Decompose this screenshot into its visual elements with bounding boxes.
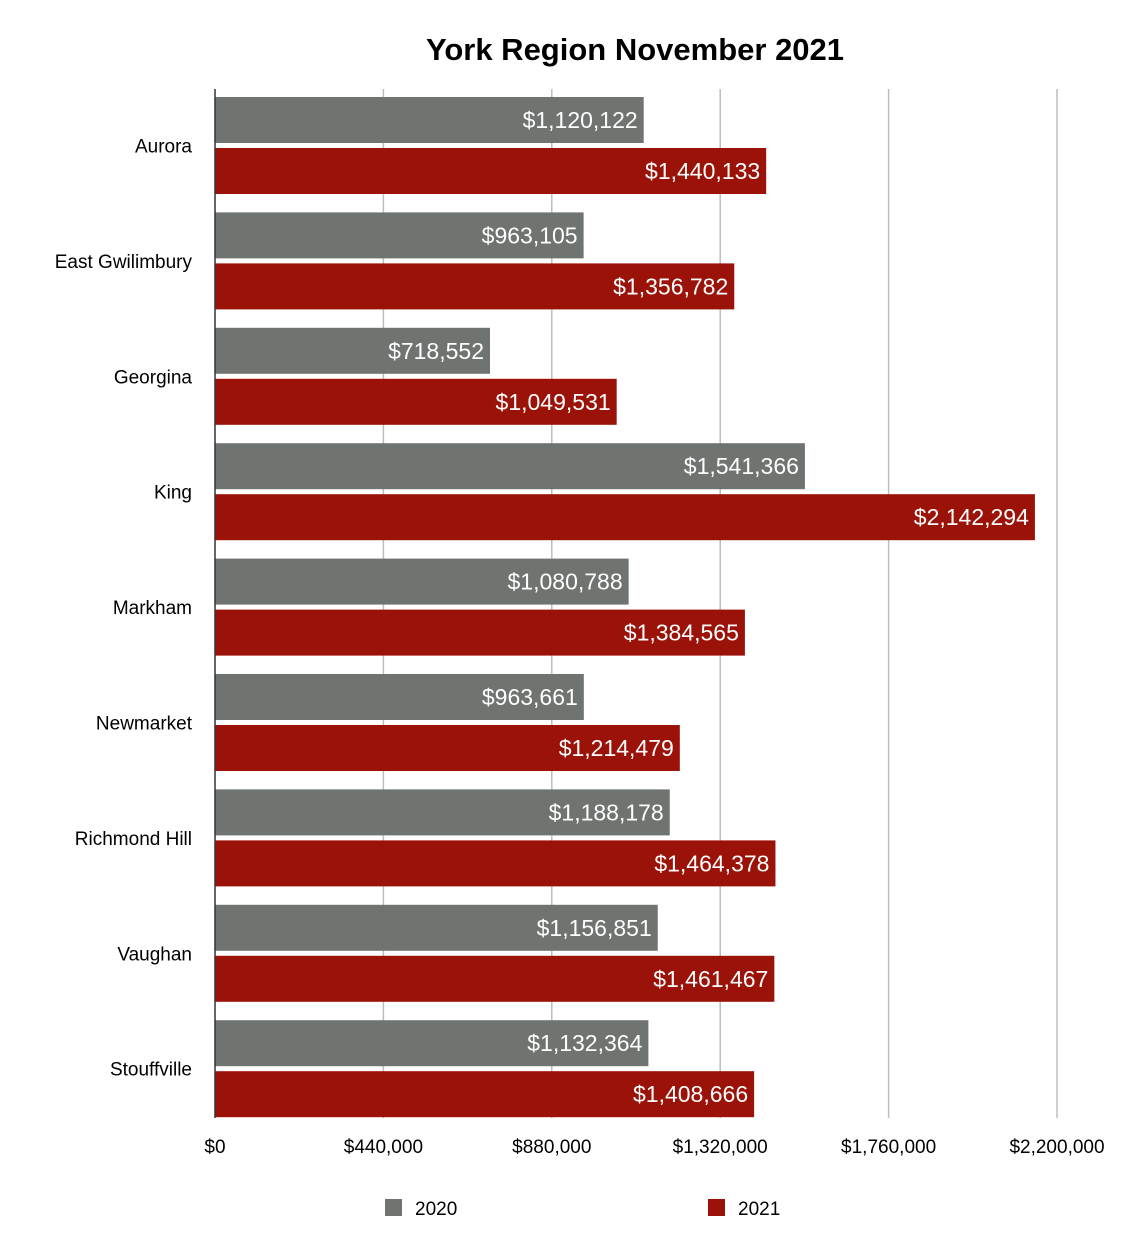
- category-label: Richmond Hill: [75, 829, 192, 850]
- bar-2020: [215, 212, 584, 259]
- data-label: $1,120,122: [523, 107, 638, 133]
- category-label: King: [154, 483, 192, 504]
- legend-swatch-2021: [708, 1199, 725, 1216]
- bars-layer: [215, 97, 1035, 1118]
- data-label: $1,461,467: [653, 966, 768, 992]
- legend: 2020 2021: [385, 1199, 780, 1220]
- bar-2020: [215, 904, 658, 951]
- data-label: $1,464,378: [654, 850, 769, 876]
- bar-2020: [215, 1020, 649, 1067]
- category-label: Aurora: [135, 137, 192, 158]
- bar-2021: [215, 148, 767, 194]
- data-label: $1,049,531: [496, 389, 611, 415]
- data-label: $1,132,364: [527, 1030, 642, 1056]
- bar-2020: [215, 674, 584, 720]
- x-tick-label: $1,760,000: [841, 1137, 936, 1158]
- bar-2020: [215, 97, 644, 143]
- data-label: $2,142,294: [914, 504, 1029, 530]
- data-label: $1,214,479: [559, 735, 674, 761]
- x-tick-label: $1,320,000: [673, 1137, 768, 1158]
- x-tick-label: $2,200,000: [1009, 1137, 1104, 1158]
- data-label: $1,080,788: [508, 569, 623, 595]
- data-label: $718,552: [388, 338, 484, 364]
- data-label: $1,188,178: [549, 799, 664, 825]
- bar-2021: [215, 725, 680, 771]
- category-label: East Gwilimbury: [55, 252, 193, 273]
- category-label: Markham: [113, 598, 192, 619]
- bar-2021: [215, 378, 617, 425]
- bar-2021: [215, 955, 775, 1002]
- data-label: $1,356,782: [613, 273, 728, 299]
- x-tick-label: $880,000: [512, 1137, 591, 1158]
- category-label: Stouffville: [110, 1060, 192, 1081]
- category-label: Georgina: [114, 367, 193, 388]
- bar-2021: [215, 609, 745, 656]
- category-label: Vaughan: [117, 944, 192, 965]
- data-label: $1,440,133: [645, 158, 760, 184]
- bar-2021: [215, 1071, 755, 1118]
- bar-2021: [215, 263, 735, 310]
- data-label: $963,105: [482, 222, 578, 248]
- bar-2020: [215, 327, 491, 374]
- category-label: Newmarket: [96, 714, 193, 735]
- chart-title: York Region November 2021: [426, 32, 844, 67]
- legend-label: 2020: [415, 1199, 457, 1220]
- bar-2020: [215, 789, 670, 836]
- legend-swatch-2020: [385, 1199, 402, 1216]
- data-label: $1,156,851: [537, 915, 652, 941]
- bar-2021: [215, 840, 776, 887]
- data-label: $1,541,366: [684, 453, 799, 479]
- legend-label: 2021: [738, 1199, 780, 1220]
- x-tick-label: $0: [204, 1137, 225, 1158]
- bar-2021: [215, 494, 1035, 541]
- data-label: $1,384,565: [624, 620, 739, 646]
- data-label: $963,661: [482, 684, 578, 710]
- labels-layer: $0 $440,000 $880,000 $1,320,000 $1,760,000 $2…: [55, 107, 1105, 1158]
- bar-2020: [215, 443, 805, 490]
- bar-2020: [215, 558, 629, 605]
- data-label: $1,408,666: [633, 1081, 748, 1107]
- x-tick-label: $440,000: [344, 1137, 423, 1158]
